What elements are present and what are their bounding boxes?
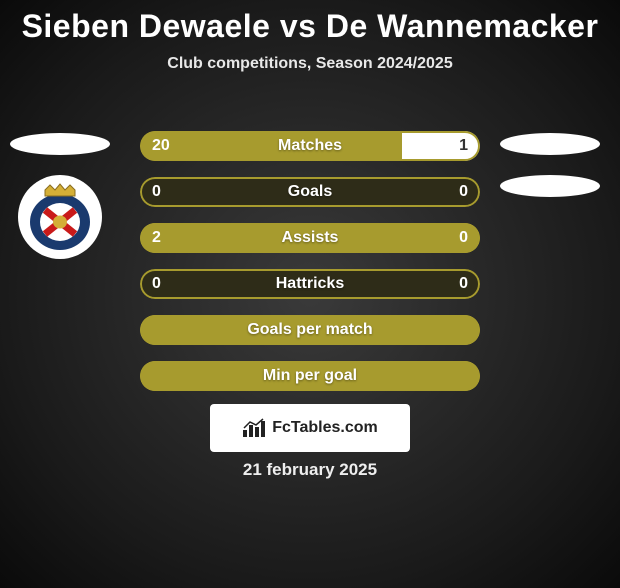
stat-bar: 0 0 Hattricks [140, 269, 480, 299]
stat-bar: Goals per match [140, 315, 480, 345]
bar-value-right: 0 [459, 275, 468, 293]
player-photo-placeholder-left [10, 133, 110, 155]
bar-value-left: 2 [152, 229, 161, 247]
stat-bar: Min per goal [140, 361, 480, 391]
fctables-logo-icon [242, 418, 266, 438]
player-photo-placeholder-right-1 [500, 133, 600, 155]
bar-value-left: 0 [152, 275, 161, 293]
bar-label: Assists [282, 229, 339, 247]
stat-bar: 20 1 Matches [140, 131, 480, 161]
bar-value-right: 0 [459, 183, 468, 201]
bar-value-left: 20 [152, 137, 170, 155]
stat-bar: 2 0 Assists [140, 223, 480, 253]
club-badge-left [18, 175, 102, 259]
bar-label: Hattricks [276, 275, 344, 293]
date-text: 21 february 2025 [0, 460, 620, 480]
bar-value-right: 0 [459, 229, 468, 247]
subtitle: Club competitions, Season 2024/2025 [0, 55, 620, 73]
bar-value-right: 1 [459, 137, 468, 155]
bar-label: Goals per match [247, 321, 372, 339]
bar-value-left: 0 [152, 183, 161, 201]
bar-label: Matches [278, 137, 342, 155]
right-player-badges [500, 133, 600, 217]
left-player-badges [10, 133, 110, 259]
player-photo-placeholder-right-2 [500, 175, 600, 197]
brand-text: FcTables.com [272, 419, 378, 437]
bar-right-fill [402, 131, 480, 161]
brand-pill: FcTables.com [210, 404, 410, 452]
stat-bar: 0 0 Goals [140, 177, 480, 207]
comparison-bars: 201Matches00Goals20Assists00HattricksGoa… [140, 131, 480, 407]
bar-label: Min per goal [263, 367, 357, 385]
bar-label: Goals [288, 183, 332, 201]
bar-left-fill [140, 131, 402, 161]
page-title: Sieben Dewaele vs De Wannemacker [0, 8, 620, 45]
club-crest-icon [25, 182, 95, 252]
